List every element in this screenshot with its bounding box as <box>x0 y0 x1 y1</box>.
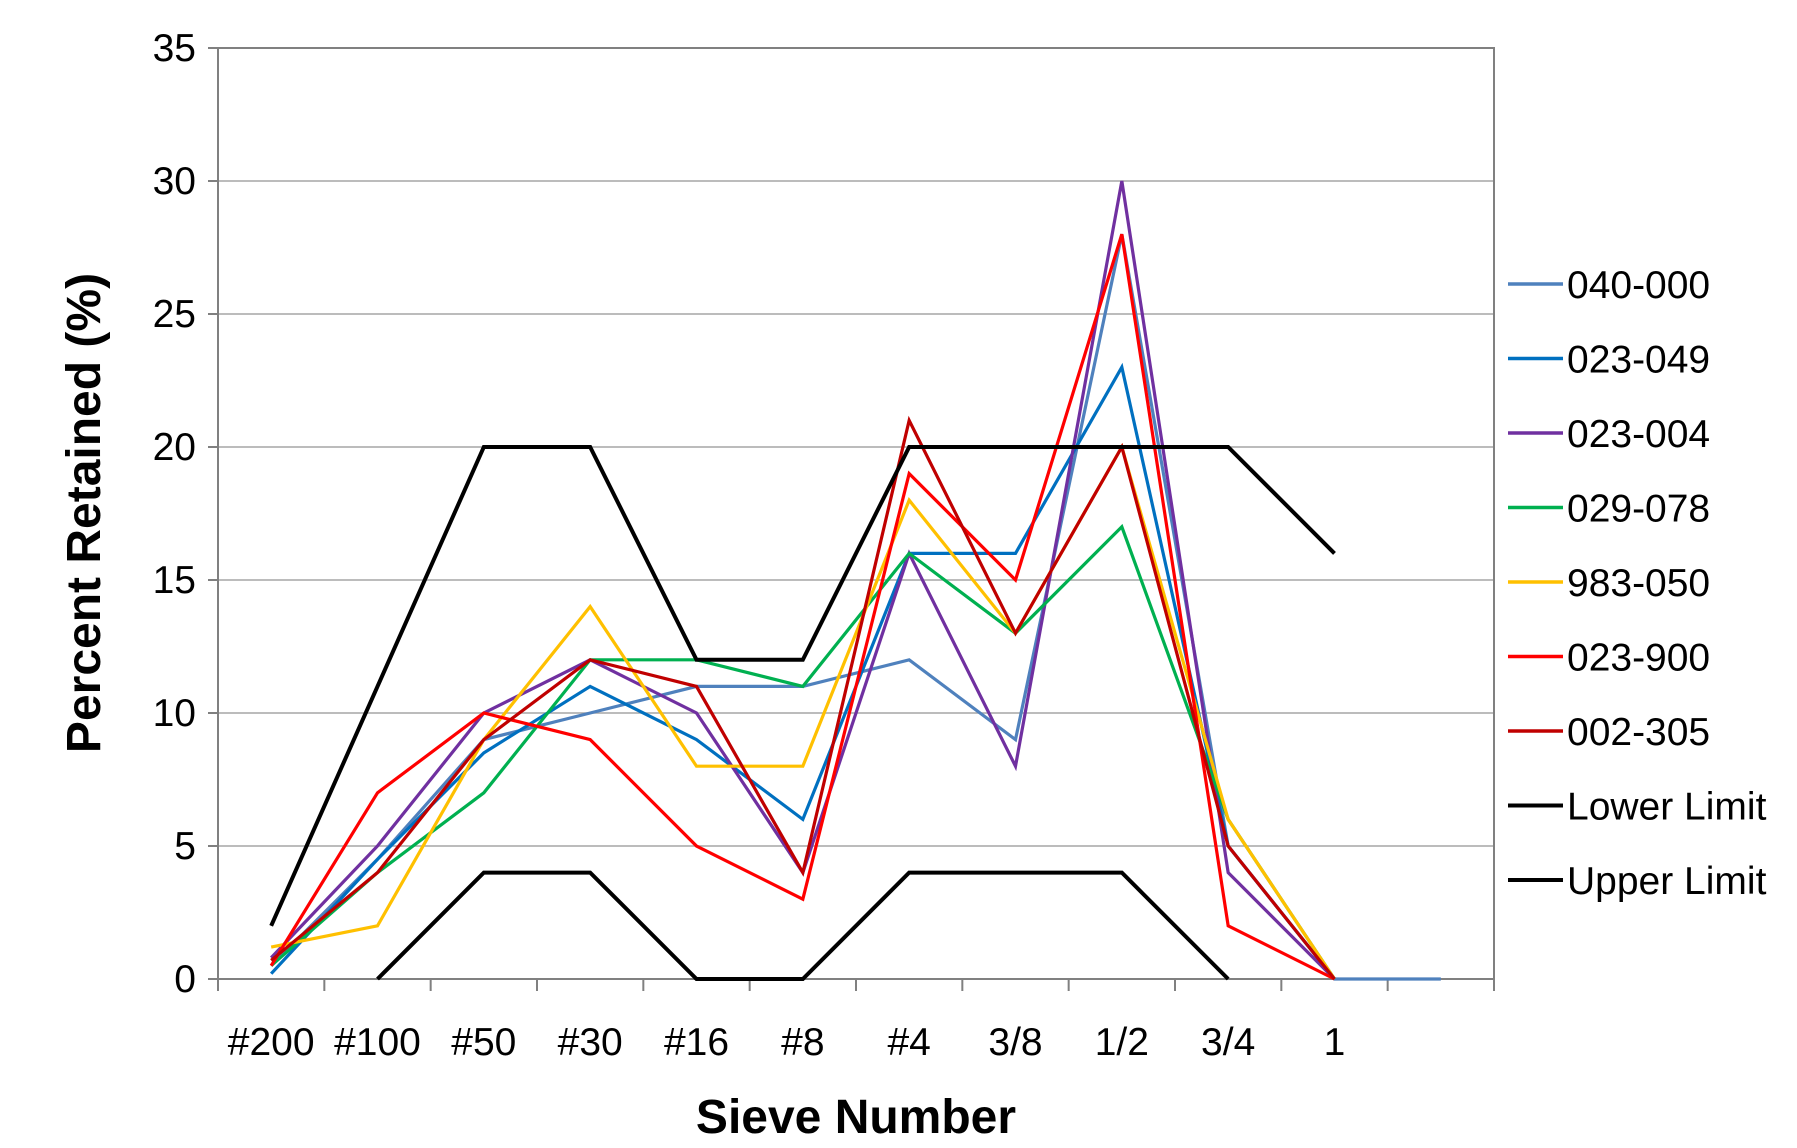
y-tick-label: 20 <box>153 426 196 469</box>
x-tick-label: #16 <box>664 1021 729 1064</box>
legend-entry: 002-305 <box>1508 711 1710 754</box>
series-line <box>269 362 1336 980</box>
series-040-000 <box>270 233 1441 981</box>
x-tick-label: #200 <box>228 1021 315 1064</box>
legend-label: Lower Limit <box>1567 786 1767 829</box>
legend-entry: 023-900 <box>1508 637 1710 680</box>
legend-entry: 029-078 <box>1508 488 1710 531</box>
axes: 0 5 10 15 20 25 30 35 #200 #100 #50 #30 #16 #8 #4 3/8 1/… <box>153 27 1495 1064</box>
series-lines <box>269 180 1441 981</box>
y-axis-title: Percent Retained (%) <box>58 273 111 753</box>
y-tick-label: 15 <box>153 559 196 602</box>
legend-label: Upper Limit <box>1567 860 1767 903</box>
x-tick-label: #50 <box>451 1021 516 1064</box>
y-tick-label: 5 <box>174 825 196 868</box>
series-upper-limit <box>269 445 1336 927</box>
series-002-305 <box>270 415 1336 980</box>
y-tick-label: 35 <box>153 27 196 70</box>
series-line <box>269 233 1336 981</box>
legend-label: 023-049 <box>1567 339 1710 382</box>
series-line <box>270 523 1336 980</box>
series-029-078 <box>270 523 1336 980</box>
x-tick-label: #100 <box>334 1021 421 1064</box>
legend-label: 983-050 <box>1567 562 1710 605</box>
legend-entry: 023-004 <box>1508 413 1710 456</box>
series-line <box>270 233 1441 981</box>
gridlines <box>218 180 1494 847</box>
x-tick-label: #8 <box>781 1021 824 1064</box>
series-023-900 <box>269 233 1336 981</box>
x-tick-label: 1/2 <box>1095 1021 1149 1064</box>
y-tick-label: 0 <box>174 958 196 1001</box>
legend-entry: 983-050 <box>1508 562 1710 605</box>
x-tick-label: #4 <box>887 1021 930 1064</box>
x-tick-label: 3/8 <box>988 1021 1042 1064</box>
series-lower-limit <box>376 870 1230 981</box>
legend-label: 040-000 <box>1567 264 1710 307</box>
series-023-049 <box>269 362 1336 980</box>
legend-label: 023-900 <box>1567 637 1710 680</box>
legend-entry: 023-049 <box>1508 339 1710 382</box>
y-tick-label: 30 <box>153 160 196 203</box>
legend-entry: 040-000 <box>1508 264 1710 307</box>
legend: 040-000 023-049 023-004 029-078 983-050 023-9… <box>1508 264 1767 903</box>
plot-area-border <box>217 47 1495 980</box>
series-983-050 <box>270 442 1336 980</box>
x-tick-label: 1 <box>1324 1021 1346 1064</box>
legend-entry: Upper Limit <box>1508 860 1767 903</box>
x-tick-label: 3/4 <box>1201 1021 1255 1064</box>
legend-label: 023-004 <box>1567 413 1710 456</box>
y-tick-label: 10 <box>153 692 196 735</box>
series-line <box>270 442 1336 980</box>
x-tick-label: #30 <box>558 1021 623 1064</box>
series-line <box>270 415 1336 980</box>
x-axis-title: Sieve Number <box>696 1091 1016 1144</box>
series-line <box>269 445 1336 927</box>
legend-entry: Lower Limit <box>1508 786 1767 829</box>
series-line <box>376 870 1230 981</box>
legend-label: 002-305 <box>1567 711 1710 754</box>
y-tick-label: 25 <box>153 293 196 336</box>
legend-label: 029-078 <box>1567 488 1710 531</box>
